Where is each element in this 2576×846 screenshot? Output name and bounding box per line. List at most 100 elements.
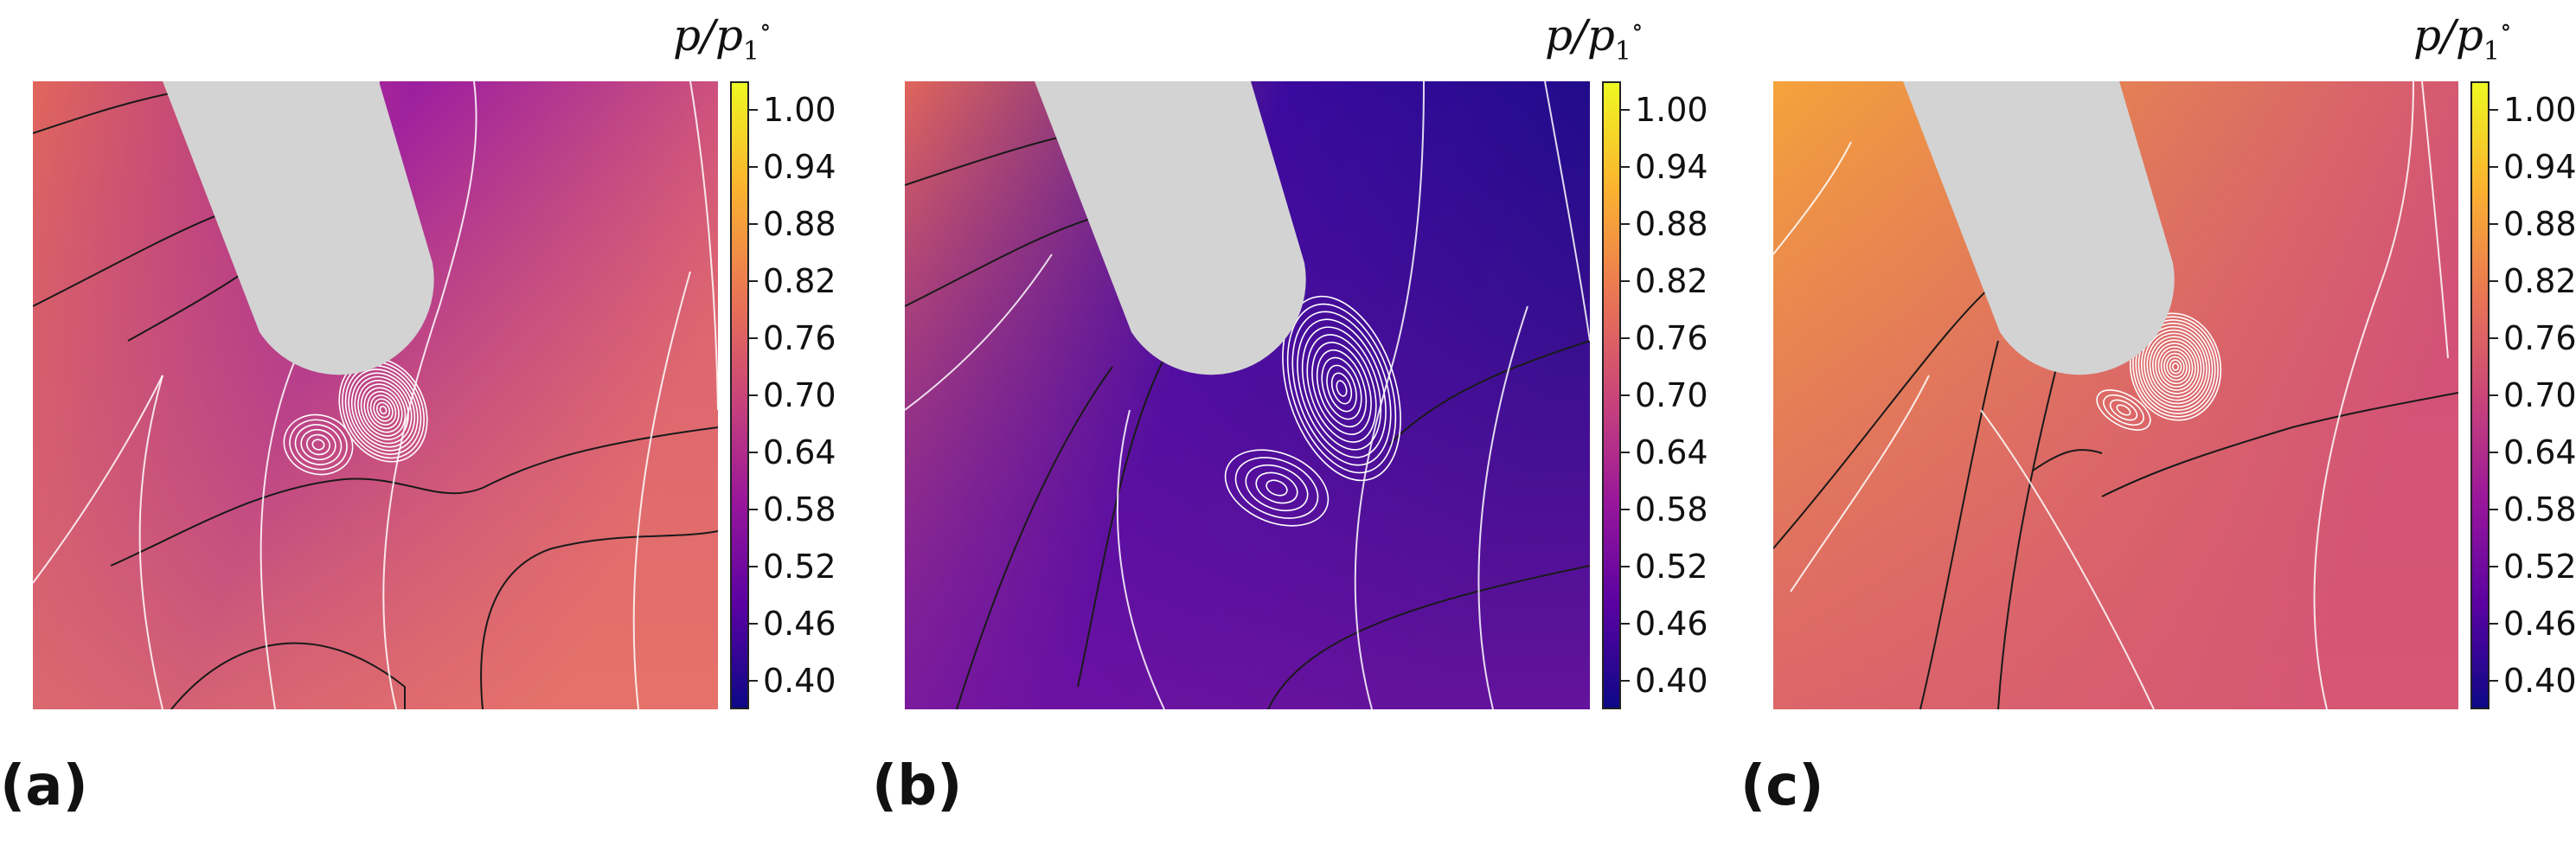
vortex-ring (1311, 342, 1372, 435)
tick-mark (749, 509, 758, 510)
tick-mark (2489, 509, 2498, 510)
tick-label: 0.64 (763, 433, 836, 471)
tick-label: 0.52 (1635, 548, 1708, 586)
tick-mark (749, 452, 758, 453)
secondary-vortex-ring (294, 424, 343, 465)
colorbar (1602, 81, 1621, 709)
isoline (1267, 565, 1590, 709)
vortex-ring (2140, 325, 2211, 408)
vortex-ring (357, 380, 409, 440)
panel-label: (c) (1740, 754, 1824, 818)
tick-label: 0.52 (763, 548, 836, 586)
tick-label: 1.00 (1635, 91, 1708, 129)
vortex-ring (1321, 356, 1362, 420)
vortex-ring (2143, 329, 2208, 405)
streamline (138, 375, 163, 709)
secondary-vortex-ring (306, 433, 330, 456)
tick-mark (1621, 509, 1630, 510)
vortex-ring (379, 405, 388, 415)
pressure-field-plot (33, 81, 718, 709)
vortex-ring (1301, 326, 1382, 451)
tick-label: 0.82 (1635, 262, 1708, 300)
vortex-ring (363, 387, 403, 433)
secondary-vortex-ring (289, 419, 348, 471)
isoline (1997, 357, 2060, 709)
isoline (1919, 340, 1999, 709)
colorbar-title: p/p1∘ (1545, 10, 1644, 67)
streamline (632, 271, 691, 709)
tick-mark (2489, 280, 2498, 282)
vortex-ring (2163, 352, 2188, 381)
tick-mark (749, 109, 758, 111)
tick-label: 0.52 (2503, 548, 2576, 586)
tick-mark (2489, 223, 2498, 225)
streamline (2313, 81, 2414, 709)
isoline (110, 426, 718, 567)
solid-body (1035, 81, 1306, 375)
vortex-ring (354, 375, 413, 445)
vortex-ring (2171, 362, 2180, 371)
tick-mark (749, 394, 758, 396)
secondary-vortex-ring (2103, 394, 2144, 426)
vortex-streamlines (1224, 295, 1401, 527)
panel-label: (a) (0, 754, 88, 818)
vortex-ring (1316, 349, 1368, 428)
panel-label: (b) (872, 754, 963, 818)
secondary-vortex-ring (2096, 389, 2151, 431)
vortex-ring (2169, 359, 2182, 375)
tick-label: 0.94 (1635, 148, 1708, 186)
secondary-vortex-ring (1266, 479, 1288, 497)
pressure-field-plot (1773, 81, 2458, 709)
colorbar (730, 81, 749, 709)
secondary-vortex-ring (300, 428, 336, 461)
isolines (1773, 279, 2458, 709)
tick-mark (2489, 166, 2498, 168)
tick-mark (749, 280, 758, 282)
tick-mark (1621, 623, 1630, 625)
tick-label: 0.64 (1635, 433, 1708, 471)
streamline (1544, 81, 1590, 342)
streamline (382, 81, 477, 709)
solid-body (163, 81, 434, 375)
colorbar-ticks: 1.00 0.94 0.88 0.82 0.76 0.70 0.64 0.58 0.52 0.46… (2489, 81, 2576, 709)
isoline (1773, 279, 1999, 549)
streamline (1980, 409, 2155, 709)
tick-label: 1.00 (2503, 91, 2576, 129)
tick-label: 0.82 (2503, 262, 2576, 300)
vortex-ring (1330, 372, 1353, 405)
tick-mark (749, 566, 758, 567)
vortex-ring (2132, 316, 2219, 418)
tick-label: 0.58 (763, 490, 836, 529)
streamline (905, 253, 1053, 411)
tick-label: 0.46 (763, 605, 836, 643)
vortex-ring (1297, 318, 1387, 458)
tick-mark (1621, 280, 1630, 282)
tick-mark (1621, 337, 1630, 339)
tick-mark (1621, 566, 1630, 567)
tick-label: 0.76 (1635, 319, 1708, 357)
vortex-ring (360, 383, 407, 437)
tick-label: 0.70 (763, 376, 836, 414)
figure-panel-b: p/p1∘ 1.00 0.94 0.88 0.82 0.76 0.70 0.64 0.58 0.… (872, 0, 1708, 846)
isoline (2101, 392, 2458, 497)
secondary-vortex-ring (2109, 399, 2138, 421)
tick-mark (749, 680, 758, 682)
vortex-ring (375, 401, 391, 419)
vortex-ring (350, 372, 416, 448)
figure-panel-a: p/p1∘ 1.00 0.94 0.88 0.82 0.76 0.70 0.64 0.58 0.… (0, 0, 836, 846)
tick-mark (2489, 680, 2498, 682)
secondary-vortex-ring (311, 439, 325, 451)
vortex-ring (2157, 346, 2194, 388)
vortex-ring (1306, 334, 1377, 443)
vortex-ring (367, 390, 400, 430)
tick-mark (1621, 452, 1630, 453)
tick-mark (749, 223, 758, 225)
tick-label: 0.94 (2503, 148, 2576, 186)
vortex-ring (1282, 295, 1401, 482)
tick-label: 0.40 (2503, 662, 2576, 700)
tick-label: 0.64 (2503, 433, 2576, 471)
tick-mark (1621, 223, 1630, 225)
isoline (480, 530, 718, 709)
tick-mark (1621, 680, 1630, 682)
colorbar-title: p/p1∘ (2413, 10, 2512, 67)
